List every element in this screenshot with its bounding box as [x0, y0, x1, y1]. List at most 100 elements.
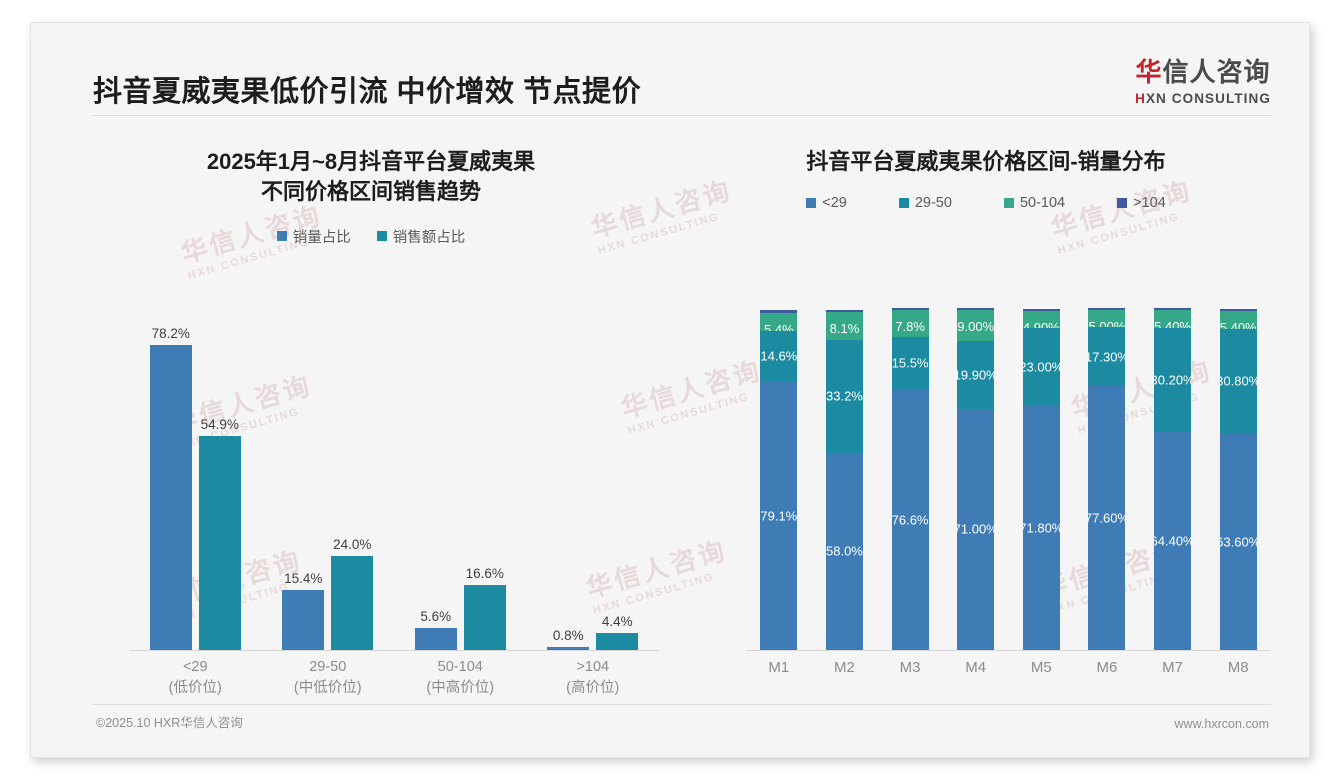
segment-value-label: 17.30% — [1088, 349, 1125, 365]
stack-segment[interactable]: 5.40% — [1219, 310, 1257, 330]
bar-column[interactable]: 24.0% — [331, 300, 374, 650]
stack-segment[interactable]: 71.00% — [957, 408, 995, 650]
stack-segment[interactable]: 15.5% — [891, 336, 929, 390]
bar-value-label: 78.2% — [151, 325, 190, 341]
header-divider — [93, 115, 1271, 116]
stack-segment[interactable]: 17.30% — [1088, 327, 1126, 387]
category-sublabel: (高价位) — [566, 680, 620, 697]
stack-segment[interactable]: 30.80% — [1219, 329, 1257, 434]
legend-swatch-icon — [276, 231, 287, 242]
x-axis-category-label: 50-104 (中高价位) — [394, 657, 527, 699]
x-axis-category-label: >104 (高价位) — [527, 657, 660, 699]
logo-english-rest: XN CONSULTING — [1145, 91, 1271, 106]
stacked-bar[interactable]: 0.9% 5.4% 14.6% 79.1% — [760, 300, 798, 650]
x-axis-month-label: M3 — [899, 659, 921, 676]
segment-value-label: 5.4% — [763, 322, 794, 332]
legend-swatch-icon — [376, 231, 387, 242]
bar[interactable] — [414, 628, 457, 650]
stack-segment[interactable]: 9.00% — [957, 310, 995, 341]
bar-column[interactable]: 5.6% — [414, 300, 457, 650]
chart-plot-left: 78.2% 54.9% <29 (低价位) 15.4% 24.0% 29-50 (中低价位) 5… — [129, 300, 660, 696]
segment-value-label: 0.10% — [1154, 309, 1191, 310]
stack-segment[interactable]: 7.8% — [891, 310, 929, 337]
legend-label: >104 — [1133, 195, 1166, 212]
stack-segment[interactable]: 23.00% — [1022, 327, 1060, 406]
x-axis-month-label: M6 — [1096, 659, 1118, 676]
legend-item[interactable]: 销量占比 — [276, 226, 351, 247]
bar[interactable] — [198, 435, 241, 650]
legend-label: <29 — [822, 195, 847, 212]
stack-segment[interactable]: 77.60% — [1088, 386, 1126, 650]
stacked-bar[interactable]: 0.7% 8.1% 33.2% 58.0% — [825, 300, 863, 650]
bar[interactable] — [596, 632, 639, 650]
stacked-bar[interactable]: 0.10% 5.40% 30.20% 64.40% — [1154, 300, 1192, 650]
legend-item[interactable]: 销售额占比 — [376, 226, 465, 247]
bar-column[interactable]: 16.6% — [463, 300, 506, 650]
segment-value-label: 79.1% — [760, 508, 798, 524]
stack-segment[interactable]: 79.1% — [760, 381, 798, 650]
category-name: >104 — [576, 659, 610, 675]
stack-segment[interactable]: 14.6% — [760, 331, 798, 382]
bar-column[interactable]: 54.9% — [198, 300, 241, 650]
segment-value-label: 0.2% — [895, 309, 925, 310]
bar-column[interactable]: 0.8% — [547, 300, 590, 650]
stacked-bar[interactable]: 0.10% 5.00% 17.30% 77.60% — [1088, 300, 1126, 650]
bar[interactable] — [282, 589, 325, 650]
legend-item[interactable]: 29-50 — [898, 195, 952, 211]
stack-segment[interactable]: 0.2% — [891, 308, 929, 311]
stack-segment[interactable]: 5.4% — [760, 313, 798, 332]
stack-segment[interactable]: 0.10% — [957, 308, 995, 311]
bar-group: 15.4% 24.0% — [262, 300, 395, 650]
stack-segment[interactable]: 58.0% — [825, 452, 863, 650]
stack-segment[interactable]: 63.60% — [1219, 433, 1257, 650]
category-sublabel: (中高价位) — [426, 680, 495, 697]
segment-value-label: 64.40% — [1154, 533, 1191, 549]
stack-segment[interactable]: 5.00% — [1088, 310, 1126, 328]
segment-value-label: 0.7% — [830, 311, 860, 312]
stack-segment[interactable]: 4.90% — [1022, 311, 1060, 328]
bar-column[interactable]: 78.2% — [149, 300, 192, 650]
stack-segment[interactable]: 5.40% — [1154, 310, 1192, 329]
stacked-bar[interactable]: 0.10% 9.00% 19.90% 71.00% — [957, 300, 995, 650]
stack-segment[interactable]: 0.7% — [825, 310, 863, 313]
footer-website[interactable]: www.hxrcon.com — [1174, 717, 1269, 731]
bar[interactable] — [463, 585, 506, 650]
stack-segment[interactable]: 0.10% — [1154, 308, 1192, 311]
segment-value-label: 5.40% — [1219, 319, 1257, 330]
stack-segment[interactable]: 0.30% — [1022, 309, 1060, 312]
stacked-bar[interactable]: 0.30% 4.90% 23.00% 71.80% — [1022, 300, 1060, 650]
bar[interactable] — [547, 646, 590, 650]
legend-item[interactable]: >104 — [1117, 195, 1166, 211]
bar-group: 5.6% 16.6% — [394, 300, 527, 650]
bar-column[interactable]: 4.4% — [596, 300, 639, 650]
stack-segment[interactable]: 30.20% — [1154, 328, 1192, 432]
bar[interactable] — [331, 556, 374, 650]
segment-value-label: 0.10% — [957, 309, 994, 310]
segment-value-label: 5.40% — [1154, 319, 1191, 329]
segment-value-label: 0.9% — [764, 311, 794, 313]
stacked-bar[interactable]: 0.20% 5.40% 30.80% 63.60% — [1219, 300, 1257, 650]
stack-segment[interactable]: 0.9% — [760, 310, 798, 314]
stack-segment[interactable]: 76.6% — [891, 389, 929, 650]
stack-segment[interactable]: 71.80% — [1022, 405, 1060, 650]
legend-item[interactable]: <29 — [806, 195, 847, 211]
stack-segment[interactable]: 33.2% — [825, 339, 863, 453]
stack-segment[interactable]: 0.10% — [1088, 308, 1126, 311]
x-axis-category-label: 29-50 (中低价位) — [262, 657, 395, 699]
stack-segment[interactable]: 0.20% — [1219, 308, 1257, 311]
bar-value-label: 15.4% — [284, 570, 323, 586]
x-axis-line — [746, 650, 1271, 651]
bar-column[interactable]: 15.4% — [282, 300, 325, 650]
legend-item[interactable]: 50-104 — [1003, 195, 1065, 211]
chart-title-right-line1: 抖音平台夏威夷果价格区间-销量分布 — [806, 149, 1166, 174]
segment-value-label: 76.6% — [891, 512, 929, 528]
bar-group: 0.8% 4.4% — [527, 300, 660, 650]
stacked-bar[interactable]: 0.2% 7.8% 15.5% 76.6% — [891, 300, 929, 650]
stack-segment[interactable]: 19.90% — [957, 340, 995, 409]
stack-segment[interactable]: 64.40% — [1154, 431, 1192, 650]
stack-segment[interactable]: 8.1% — [825, 312, 863, 340]
bar[interactable] — [149, 344, 192, 650]
chart-title-left: 2025年1月~8月抖音平台夏威夷果 不同价格区间销售趋势 — [71, 133, 671, 208]
legend-label: 销量占比 — [292, 229, 351, 246]
chart-title-right: 抖音平台夏威夷果价格区间-销量分布 — [686, 133, 1286, 177]
